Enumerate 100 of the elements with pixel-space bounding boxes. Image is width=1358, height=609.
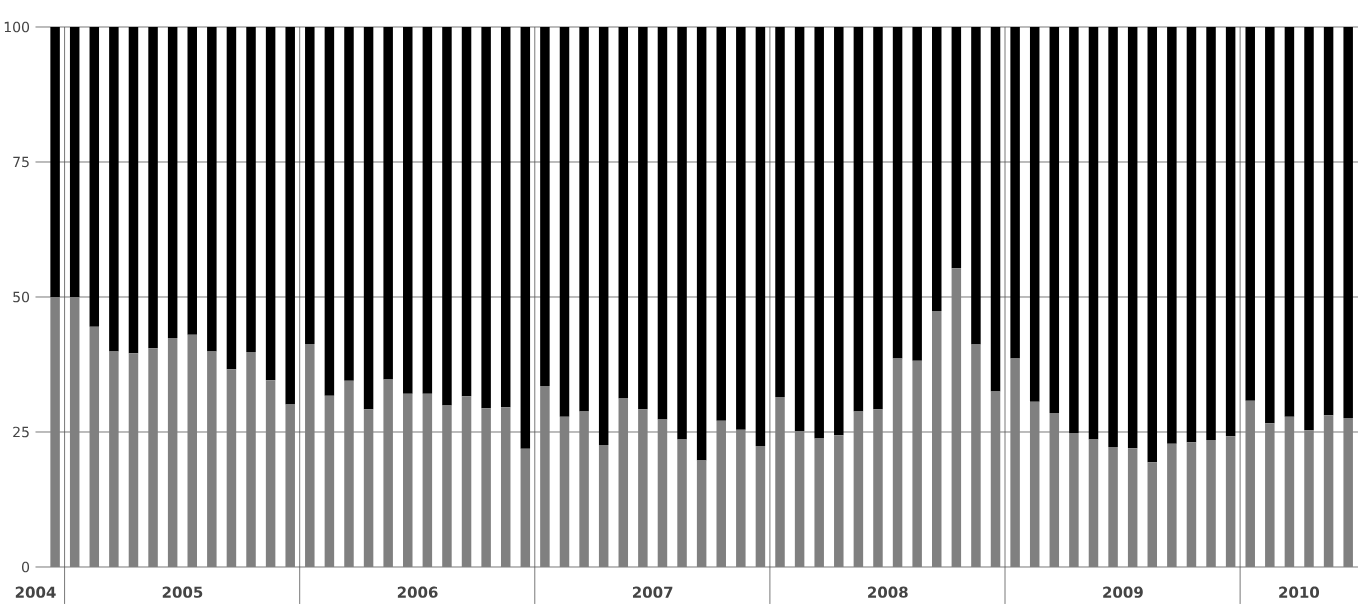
bar xyxy=(148,348,158,567)
bar xyxy=(1029,26,1040,402)
bar xyxy=(422,393,433,567)
bar xyxy=(638,409,648,567)
bar xyxy=(598,444,609,567)
bar xyxy=(794,26,805,431)
y-tick-label: 75 xyxy=(13,156,29,168)
x-tick-label: 2004 xyxy=(15,586,56,598)
bar xyxy=(912,360,922,567)
bar xyxy=(638,26,648,410)
bar xyxy=(736,429,746,567)
bar xyxy=(207,26,217,352)
bar xyxy=(363,409,374,567)
bar xyxy=(285,26,295,405)
bar xyxy=(167,338,178,567)
bar xyxy=(481,408,491,567)
bar xyxy=(1206,440,1216,567)
bar xyxy=(1225,436,1236,567)
bar xyxy=(559,26,570,417)
bar xyxy=(990,26,1001,392)
bar xyxy=(89,26,100,327)
bar xyxy=(1069,26,1079,434)
bar xyxy=(951,268,962,567)
bar xyxy=(109,26,119,352)
bar xyxy=(383,26,393,380)
bar xyxy=(598,26,609,445)
bar xyxy=(1343,26,1353,418)
bar xyxy=(305,343,315,567)
bar xyxy=(128,353,139,567)
bar xyxy=(500,407,511,567)
bar xyxy=(442,405,452,567)
bar xyxy=(736,26,746,430)
bar xyxy=(167,26,178,339)
y-tick-label: 0 xyxy=(22,561,30,573)
bar xyxy=(755,26,766,447)
y-tick-label: 25 xyxy=(13,426,29,438)
bar xyxy=(677,26,687,440)
bar xyxy=(1029,401,1040,567)
bar xyxy=(442,26,452,406)
x-tick-label: 2006 xyxy=(397,586,438,598)
bar xyxy=(520,26,531,449)
x-tick-label: 2005 xyxy=(162,586,203,598)
bar xyxy=(69,296,80,567)
bar xyxy=(324,395,335,567)
bar xyxy=(1225,26,1236,437)
bar xyxy=(814,26,824,439)
bar xyxy=(207,351,217,567)
bar xyxy=(1088,439,1099,567)
bar xyxy=(1284,26,1295,417)
bar xyxy=(755,446,766,567)
bar xyxy=(50,296,60,567)
bar xyxy=(618,398,629,567)
bar xyxy=(853,411,864,567)
bar xyxy=(951,26,962,269)
bar xyxy=(461,396,472,567)
bar xyxy=(540,386,550,567)
bar xyxy=(1343,417,1353,567)
bar xyxy=(696,460,707,567)
bar xyxy=(403,393,413,567)
bar xyxy=(579,411,589,567)
bar xyxy=(1049,26,1060,414)
bar xyxy=(1265,26,1275,424)
bar xyxy=(971,26,981,345)
bar xyxy=(775,26,785,397)
bar xyxy=(775,396,785,567)
bar xyxy=(1147,26,1158,463)
bar xyxy=(500,26,511,408)
bar xyxy=(892,26,903,359)
bar xyxy=(109,351,119,567)
bar xyxy=(246,352,256,567)
bar xyxy=(1323,415,1334,567)
bar xyxy=(89,326,100,567)
bar xyxy=(1127,448,1138,567)
bar xyxy=(344,380,354,567)
bar xyxy=(716,420,726,567)
y-tick-label: 100 xyxy=(4,21,30,33)
bar xyxy=(1167,443,1177,567)
bar xyxy=(1167,26,1177,444)
bar xyxy=(69,26,80,297)
bar xyxy=(422,26,433,394)
bar xyxy=(481,26,491,409)
x-tick-label: 2009 xyxy=(1103,586,1143,598)
bar xyxy=(990,391,1001,567)
bar xyxy=(363,26,374,410)
bar xyxy=(1049,413,1060,567)
bar xyxy=(1186,442,1197,567)
bar xyxy=(148,26,158,349)
bar xyxy=(324,26,335,396)
bar xyxy=(559,416,570,567)
bar xyxy=(618,26,629,399)
bar xyxy=(1245,26,1255,401)
bar xyxy=(1265,423,1275,567)
bar xyxy=(873,26,883,410)
bar xyxy=(1304,26,1314,431)
bar xyxy=(461,26,472,397)
bar xyxy=(403,26,413,394)
bar xyxy=(1186,26,1197,443)
bar xyxy=(1284,416,1295,567)
bar xyxy=(187,26,197,335)
x-tick-label: 2008 xyxy=(868,586,908,598)
